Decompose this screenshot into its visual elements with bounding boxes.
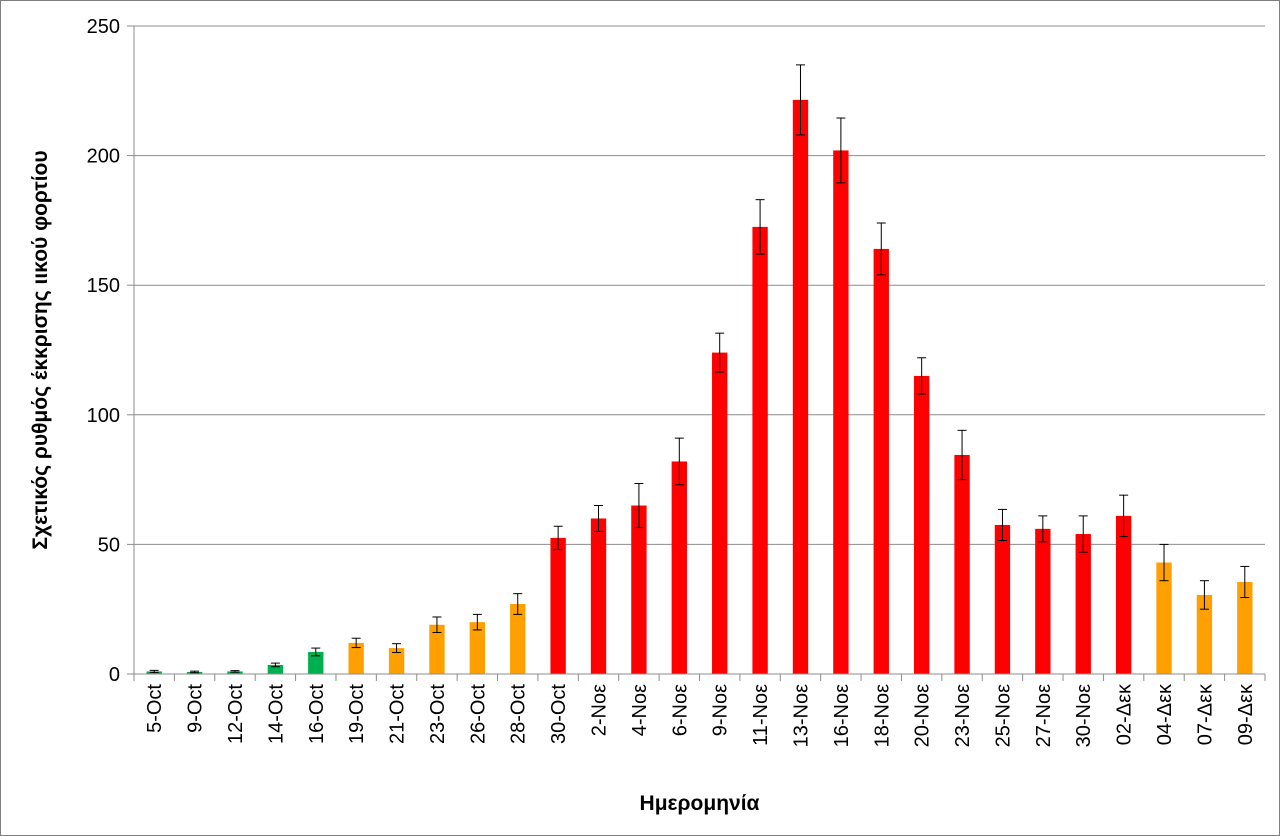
bar [267,664,284,674]
x-tick-label: 23-Oct [427,684,449,744]
bar [590,518,607,674]
x-tick-label: 16-Νοε [831,684,853,747]
x-tick-label: 6-Νοε [669,684,691,736]
error-bar [1159,543,1169,582]
x-tick-labels: 5-Oct 9-Oct 12-Oct 14-Oct 16-Oct 19-Oct 21-Oct… [144,683,1257,747]
error-bar [270,662,280,668]
bar [712,352,728,674]
error-bar [836,117,846,184]
error-bar [472,613,482,631]
x-tick-label: 9-Νοε [710,684,732,736]
x-tick-label: 11-Νοε [750,684,772,746]
bar [1237,581,1253,674]
bar [913,375,930,674]
bar [227,671,243,674]
error-bar [674,437,684,486]
error-bar [190,670,200,674]
error-bar [1199,580,1209,610]
error-bar [755,199,765,255]
y-tick-label: 50 [98,534,120,556]
bar [1115,515,1132,674]
x-tick-label: 30-Oct [548,684,570,744]
x-tick-label: 4-Νοε [629,684,651,736]
error-bar [1078,515,1088,553]
error-bar [715,332,725,373]
error-bar [392,643,402,653]
axes [127,25,1266,681]
x-tick-label: 19-Oct [346,684,368,744]
error-bar [594,505,604,532]
error-bar [553,525,563,551]
y-tick-label: 0 [109,664,120,686]
x-tick-label: 30-Νοε [1073,684,1095,747]
x-axis-title: Ημερομηνία [640,792,760,815]
bar [550,537,566,674]
bar [833,150,849,674]
error-bar [230,670,240,673]
y-tick-label: 200 [87,146,120,168]
error-bar [957,429,967,481]
gridlines [134,25,1265,545]
error-bars [149,64,1250,674]
error-bar [513,593,523,615]
bars [146,99,1253,675]
x-tick-label: 14-Oct [265,684,287,744]
x-tick-label: 13-Νοε [790,684,812,747]
bar [1075,534,1091,674]
bar [792,99,809,674]
x-tick-label: 16-Oct [306,684,328,744]
error-bar [1240,565,1250,599]
y-tick-label: 150 [87,275,120,297]
x-tick-label: 25-Νοε [992,684,1014,747]
error-bar [917,357,927,395]
x-tick-label: 04-Δεκ [1154,683,1176,745]
y-tick-label: 100 [87,405,120,427]
x-tick-label: 02-Δεκ [1114,683,1136,745]
bar [469,622,486,674]
x-tick-label: 09-Δεκ [1235,683,1257,745]
x-tick-label: 28-Oct [508,684,530,744]
bar [671,461,687,674]
y-axis-title: Σχετικός ρυθμός έκκρισης ιικού φορτίου [29,150,52,549]
bar [308,651,324,674]
x-tick-label: 23-Νοε [952,684,974,747]
x-tick-label: 20-Νοε [912,684,934,747]
bar [348,642,364,674]
bar [1156,562,1172,674]
error-bar [432,616,442,634]
bar [954,454,970,674]
bar [1035,528,1051,674]
x-tick-label: 12-Oct [225,684,247,744]
x-tick-label: 21-Oct [387,684,409,744]
error-bar [149,669,159,673]
bar [388,648,405,674]
bar [510,604,526,674]
x-tick-label: 9-Oct [185,684,207,733]
x-tick-label: 27-Νοε [1033,684,1055,747]
error-bar [795,64,805,136]
bar [994,524,1011,674]
x-tick-label: 2-Νοε [589,684,611,736]
x-tick-label: 5-Oct [144,684,166,733]
x-tick-label: 18-Νοε [871,684,893,747]
x-tick-label: 07-Δεκ [1194,683,1216,745]
bar [429,624,445,674]
error-bar [351,637,361,649]
bar [752,226,768,674]
error-bar [634,482,644,529]
y-tick-labels: 0 50 100 150 200 250 [87,16,120,686]
error-bar [1038,515,1048,543]
error-bar [997,508,1007,542]
error-bar [876,222,886,276]
error-bar [311,647,321,657]
error-bar [1119,494,1129,538]
y-tick-label: 250 [87,16,120,38]
bar [873,248,889,675]
bar [1196,594,1213,674]
x-tick-label: 26-Oct [467,684,489,744]
bar [631,505,647,674]
